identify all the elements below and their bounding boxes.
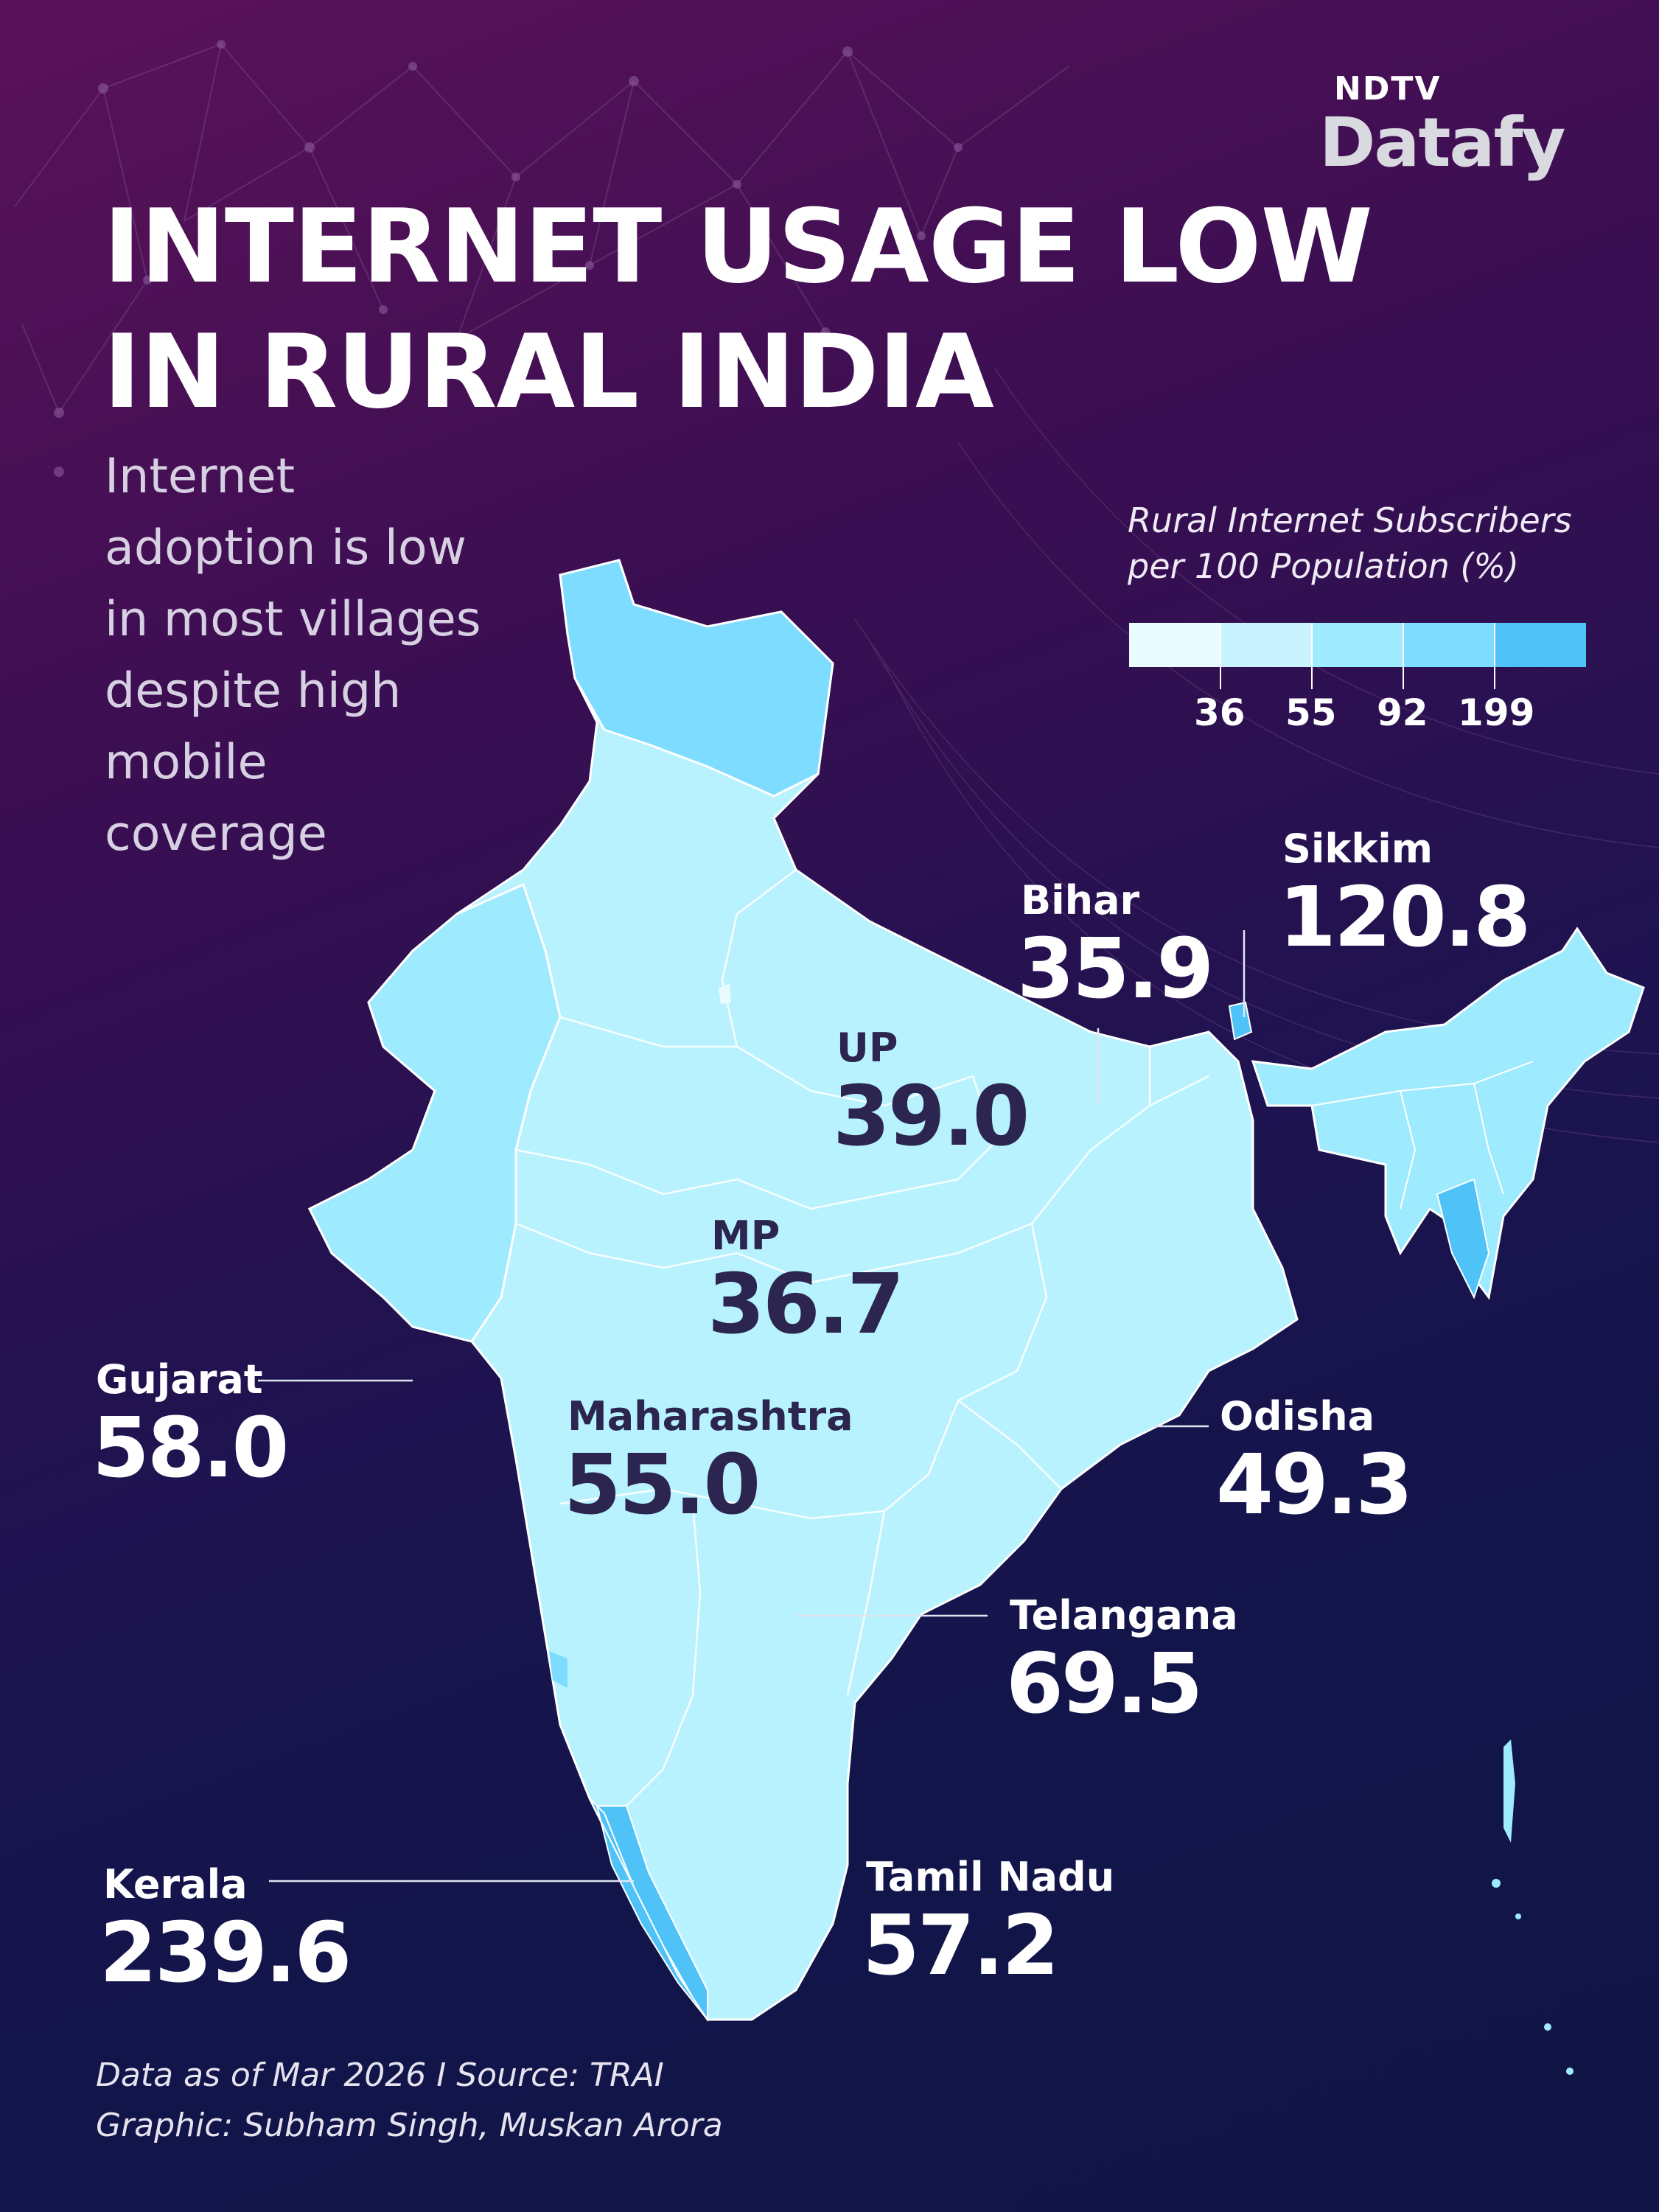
subtitle: Internet adoption is low in most village… bbox=[105, 441, 562, 870]
mp-label-name: MP bbox=[711, 1213, 780, 1259]
andaman-islands bbox=[1492, 1740, 1574, 2075]
northeast-india-region bbox=[1251, 927, 1645, 1300]
subtitle-line: in most villages bbox=[105, 592, 481, 647]
legend-title-line-1: Rural Internet Subscribers bbox=[1128, 500, 1572, 540]
maharashtra-label-name: Maharashtra bbox=[567, 1393, 853, 1440]
subtitle-line: despite high bbox=[105, 663, 402, 719]
gujarat-label-value: 58.0 bbox=[92, 1400, 289, 1496]
legend-swatch bbox=[1312, 623, 1403, 667]
up-label-value: 39.0 bbox=[833, 1069, 1030, 1165]
legend-swatch bbox=[1403, 623, 1495, 667]
legend-swatch bbox=[1220, 623, 1312, 667]
ndtv-logo-text: NDTV bbox=[1334, 70, 1442, 108]
goa-region bbox=[549, 1651, 567, 1688]
sikkim-label-name: Sikkim bbox=[1282, 826, 1433, 872]
kerala-region bbox=[589, 1798, 708, 2022]
legend-swatch bbox=[1129, 623, 1220, 667]
kerala-label-name: Kerala bbox=[103, 1861, 248, 1908]
telangana-label-name: Telangana bbox=[1010, 1592, 1238, 1639]
telangana-label-value: 69.5 bbox=[1006, 1636, 1203, 1732]
maharashtra-label-value: 55.0 bbox=[564, 1437, 761, 1533]
legend-title-line-2: per 100 Population (%) bbox=[1128, 546, 1519, 586]
subtitle-line: Internet bbox=[105, 449, 296, 504]
legend-tick-92: 92 bbox=[1377, 691, 1428, 734]
page-title: INTERNET USAGE LOW IN RURAL INDIA bbox=[103, 184, 1503, 435]
odisha-label-value: 49.3 bbox=[1216, 1437, 1413, 1533]
sikkim-region bbox=[1228, 1001, 1253, 1041]
source-note: Data as of Mar 2026 I Source: TRAI bbox=[96, 2056, 664, 2094]
up-label-name: UP bbox=[837, 1025, 898, 1071]
mp-label-value: 36.7 bbox=[708, 1257, 904, 1353]
legend-title: Rural Internet Subscribers per 100 Popul… bbox=[1128, 498, 1644, 589]
kerala-label-value: 239.6 bbox=[99, 1905, 352, 2001]
credit-note: Graphic: Subham Singh, Muskan Arora bbox=[96, 2107, 723, 2144]
subtitle-line: mobile bbox=[105, 735, 268, 790]
legend-color-bar bbox=[1129, 623, 1586, 667]
legend-tick-36: 36 bbox=[1194, 691, 1246, 734]
tamilnadu-label-name: Tamil Nadu bbox=[866, 1854, 1115, 1900]
jammu-kashmir-region bbox=[559, 559, 834, 798]
subtitle-line: coverage bbox=[105, 806, 327, 862]
sikkim-label-value: 120.8 bbox=[1279, 870, 1531, 966]
title-line-2: IN RURAL INDIA bbox=[103, 313, 994, 431]
legend-tick-199: 199 bbox=[1458, 691, 1535, 734]
odisha-label-name: Odisha bbox=[1220, 1393, 1375, 1440]
gujarat-label-name: Gujarat bbox=[96, 1356, 263, 1403]
bihar-label-name: Bihar bbox=[1021, 877, 1140, 924]
title-line-1: INTERNET USAGE LOW bbox=[103, 187, 1373, 306]
datafy-logo-text: Datafy bbox=[1319, 103, 1566, 182]
mizoram-region bbox=[1436, 1178, 1490, 1299]
legend-tick-55: 55 bbox=[1285, 691, 1337, 734]
subtitle-line: adoption is low bbox=[105, 520, 467, 576]
legend-swatch bbox=[1495, 623, 1586, 667]
tamilnadu-label-value: 57.2 bbox=[862, 1898, 1059, 1994]
gujarat-region bbox=[307, 882, 562, 1343]
bihar-label-value: 35.9 bbox=[1017, 921, 1214, 1017]
